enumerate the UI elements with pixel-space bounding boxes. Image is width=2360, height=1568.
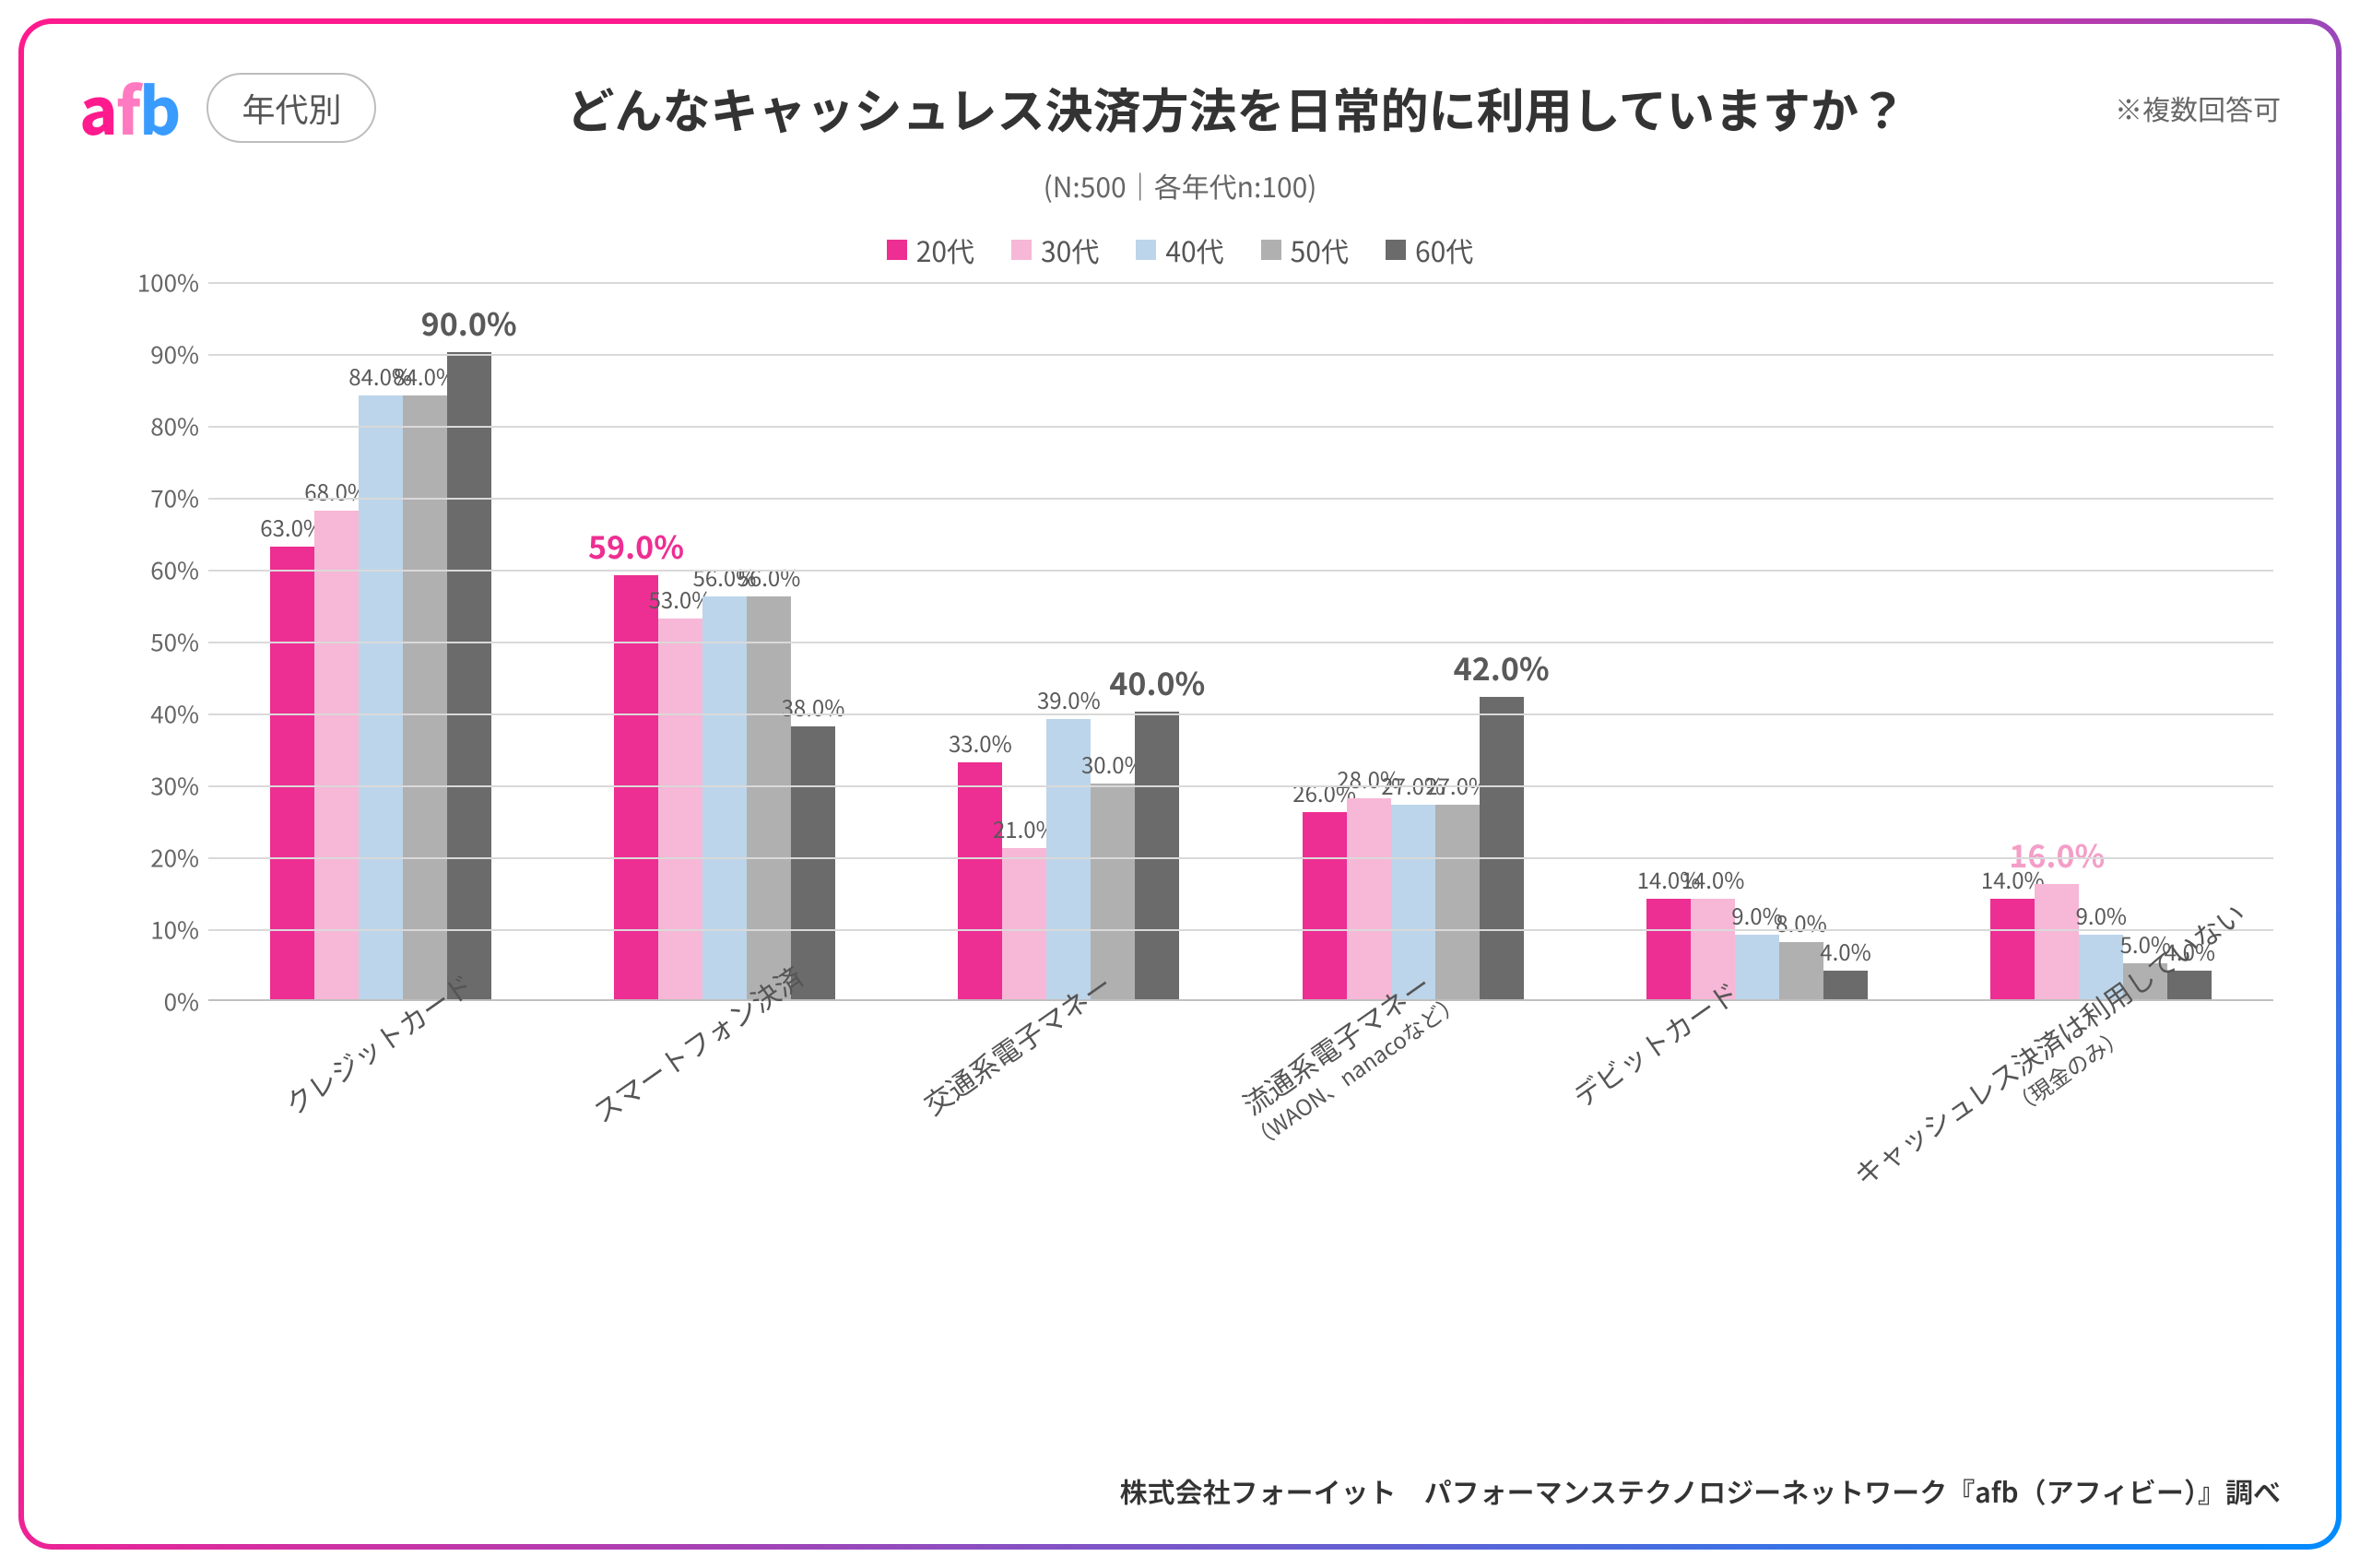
y-tick-label: 20% — [135, 841, 199, 875]
bar-value-label: 39.0% — [1037, 683, 1101, 715]
title-wrap: どんなキャッシュレス決済方法を日常的に利用していますか？ — [404, 73, 2069, 142]
logo-letter-a: a — [79, 61, 116, 154]
multi-answer-note: ※複数回答可 — [2115, 88, 2281, 128]
bar: 90.0% — [447, 352, 491, 999]
bar-value-label: 56.0% — [738, 560, 801, 593]
bar-value-label: 38.0% — [782, 690, 845, 723]
bar-group: 26.0%28.0%27.0%27.0%42.0% — [1241, 282, 1585, 999]
logo-letter-b: b — [139, 61, 180, 154]
bar: 26.0% — [1303, 812, 1347, 999]
legend-swatch — [1011, 240, 1032, 260]
bar: 14.0% — [1646, 899, 1691, 999]
grid-line — [208, 498, 2273, 500]
grid-line — [208, 785, 2273, 787]
afb-logo: afb — [79, 61, 179, 154]
legend-label: 20代 — [916, 230, 974, 270]
bar: 4.0% — [1823, 971, 1868, 999]
bar-group: 59.0%53.0%56.0%56.0%38.0% — [552, 282, 896, 999]
legend: 20代 30代 40代 50代 60代 — [79, 230, 2281, 270]
legend-item: 60代 — [1386, 230, 1473, 270]
bar-value-label: 40.0% — [1109, 659, 1205, 704]
legend-item: 50代 — [1261, 230, 1349, 270]
bar-value-label: 42.0% — [1454, 644, 1550, 690]
bar: 68.0% — [314, 511, 359, 999]
legend-label: 50代 — [1291, 230, 1349, 270]
grid-line — [208, 713, 2273, 715]
y-tick-label: 80% — [135, 409, 199, 443]
y-tick-label: 70% — [135, 481, 199, 515]
bar-value-label: 14.0% — [1682, 863, 1745, 895]
chart-area: 63.0%68.0%84.0%84.0%90.0%59.0%53.0%56.0%… — [135, 282, 2273, 1038]
bar-group: 14.0%14.0%9.0%8.0%4.0% — [1585, 282, 1929, 999]
bar: 56.0% — [747, 596, 791, 999]
bar-value-label: 33.0% — [949, 726, 1012, 759]
chart-title: どんなキャッシュレス決済方法を日常的に利用していますか？ — [567, 73, 1906, 142]
bar: 53.0% — [658, 619, 702, 999]
bar: 16.0% — [2035, 884, 2079, 999]
header: afb 年代別 どんなキャッシュレス決済方法を日常的に利用していますか？ ※複数… — [79, 61, 2281, 154]
bar-groups: 63.0%68.0%84.0%84.0%90.0%59.0%53.0%56.0%… — [208, 282, 2273, 999]
grid-line — [208, 426, 2273, 428]
legend-label: 60代 — [1415, 230, 1473, 270]
sample-size: (N:500｜各年代n:100) — [79, 165, 2281, 206]
bar-value-label: 90.0% — [421, 300, 517, 345]
source-credit: 株式会社フォーイット パフォーマンステクノロジーネットワーク『afb（アフィビー… — [1120, 1470, 2281, 1511]
bar: 21.0% — [1002, 848, 1046, 999]
bar-value-label: 8.0% — [1776, 906, 1826, 938]
legend-swatch — [1386, 240, 1406, 260]
grid-line — [208, 354, 2273, 356]
y-tick-label: 90% — [135, 337, 199, 371]
grid-line — [208, 570, 2273, 572]
bar: 84.0% — [359, 395, 403, 999]
x-axis-labels: クレジットカードスマートフォン決済交通系電子マネー流通系電子マネー（WAON、n… — [208, 1029, 2273, 1093]
grid-line — [208, 929, 2273, 931]
y-tick-label: 60% — [135, 553, 199, 587]
y-tick-label: 0% — [135, 984, 199, 1019]
y-tick-label: 50% — [135, 625, 199, 659]
grid-line — [208, 282, 2273, 284]
y-tick-label: 40% — [135, 697, 199, 731]
bar: 84.0% — [403, 395, 447, 999]
chart-card: afb 年代別 どんなキャッシュレス決済方法を日常的に利用していますか？ ※複数… — [24, 24, 2336, 1544]
bar-group: 63.0%68.0%84.0%84.0%90.0% — [208, 282, 552, 999]
bar-group: 33.0%21.0%39.0%30.0%40.0% — [897, 282, 1241, 999]
bar-group: 14.0%16.0%9.0%5.0%4.0% — [1929, 282, 2273, 999]
legend-swatch — [1261, 240, 1281, 260]
bar: 33.0% — [958, 762, 1002, 999]
bar-value-label: 4.0% — [1820, 935, 1870, 967]
legend-item: 30代 — [1011, 230, 1099, 270]
logo-letter-f: f — [116, 61, 139, 154]
grid-line — [208, 642, 2273, 643]
plot-area: 63.0%68.0%84.0%84.0%90.0%59.0%53.0%56.0%… — [208, 282, 2273, 1001]
bar-value-label: 59.0% — [588, 523, 684, 568]
bar: 42.0% — [1480, 697, 1524, 999]
legend-item: 40代 — [1136, 230, 1223, 270]
bar: 56.0% — [702, 596, 747, 999]
legend-item: 20代 — [887, 230, 974, 270]
y-tick-label: 10% — [135, 913, 199, 947]
y-tick-label: 100% — [135, 265, 199, 300]
bar: 63.0% — [270, 547, 314, 999]
bar: 28.0% — [1347, 798, 1391, 999]
gradient-frame: afb 年代別 どんなキャッシュレス決済方法を日常的に利用していますか？ ※複数… — [18, 18, 2342, 1550]
legend-label: 30代 — [1041, 230, 1099, 270]
bar-value-label: 16.0% — [2009, 831, 2105, 877]
grid-line — [208, 857, 2273, 859]
legend-swatch — [1136, 240, 1156, 260]
legend-swatch — [887, 240, 907, 260]
y-tick-label: 30% — [135, 769, 199, 803]
bar-value-label: 9.0% — [2076, 899, 2127, 931]
bar: 14.0% — [1990, 899, 2035, 999]
legend-label: 40代 — [1165, 230, 1223, 270]
segment-pill: 年代別 — [206, 73, 376, 143]
